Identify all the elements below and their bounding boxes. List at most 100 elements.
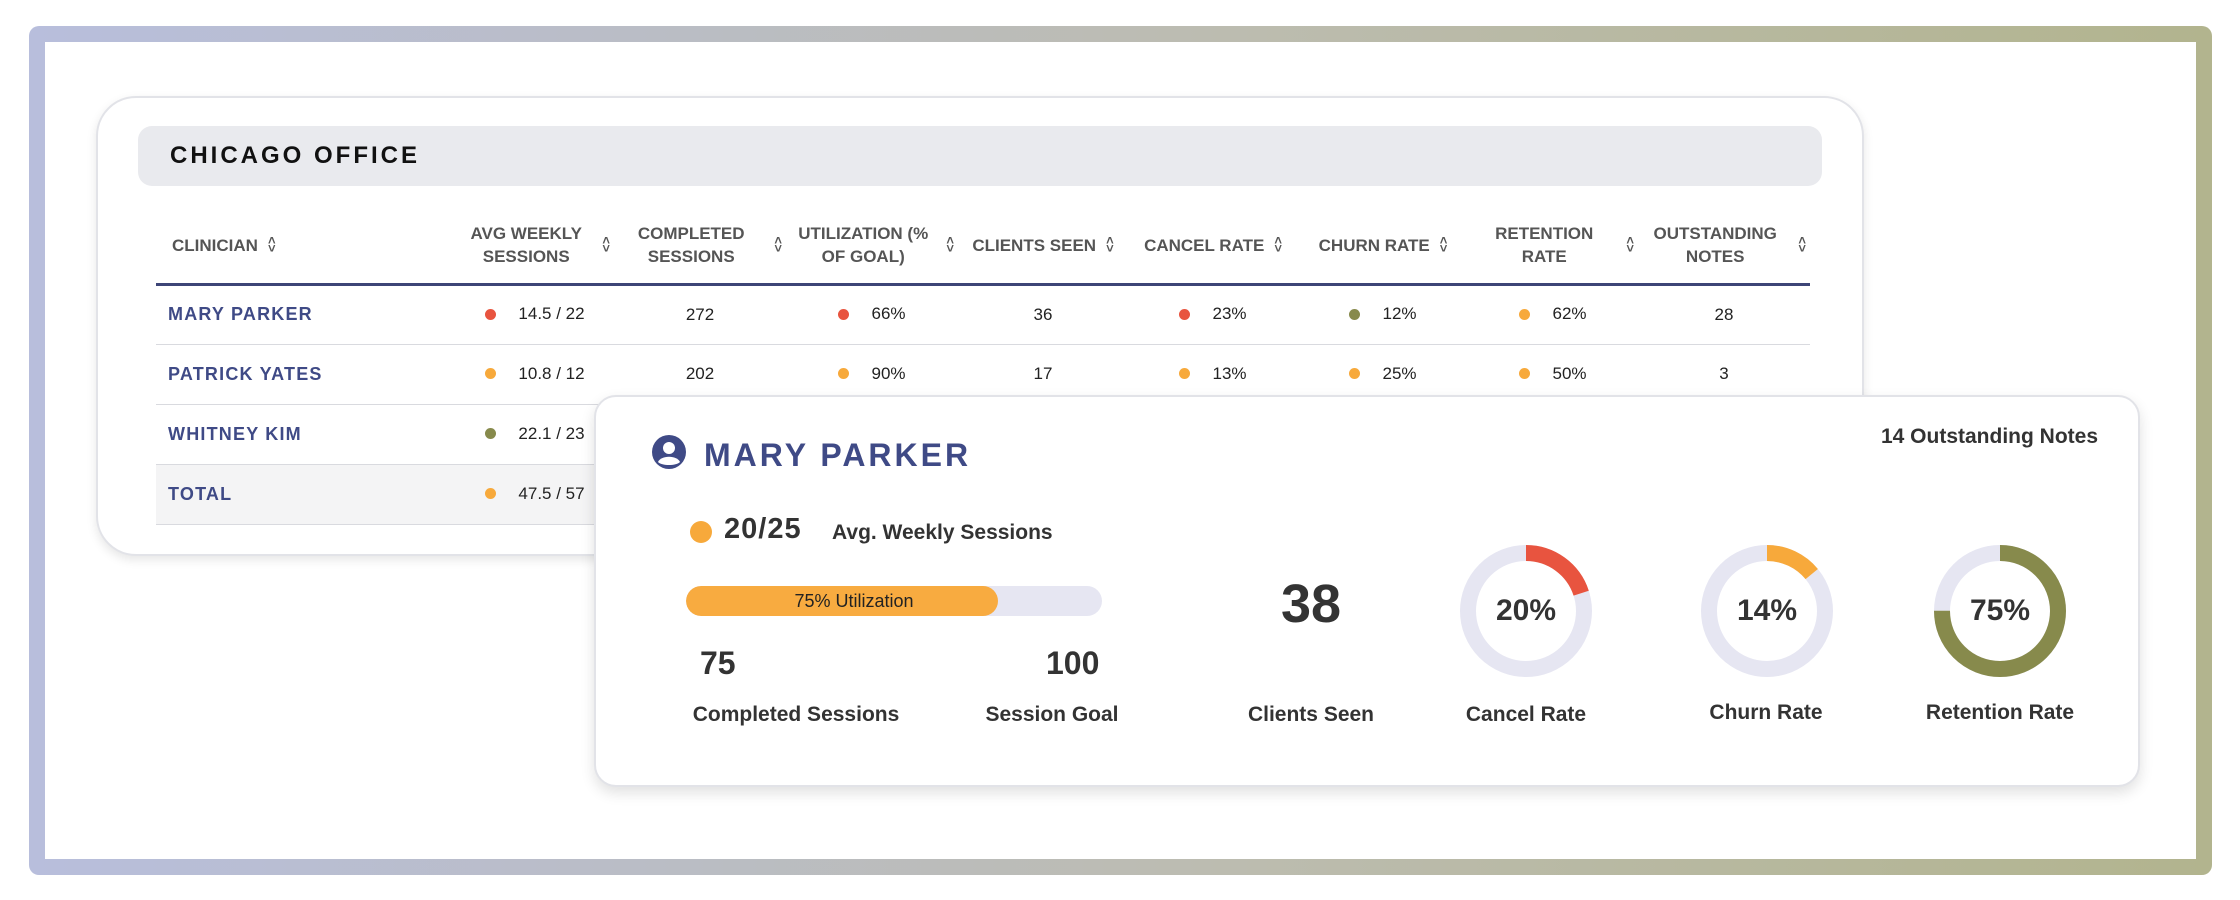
churn-value: 12%	[1382, 304, 1417, 324]
retention-value: 50%	[1552, 363, 1587, 383]
outstanding-notes-link[interactable]: 14 Outstanding Notes	[1880, 425, 2098, 448]
notes-cell: 28	[1638, 284, 1810, 345]
completed-sessions-label: Completed Sessions	[692, 703, 900, 726]
sort-icon[interactable]: ˄ ˅	[267, 233, 276, 257]
retention-rate-label: Retention Rate	[1925, 701, 2075, 724]
table-header-row: CLINICIAN ˄ ˅ AVG WEEKLY SESSIONS ˄ ˅ COMPLE…	[156, 208, 1810, 286]
clinician-name[interactable]: MARY PARKER	[156, 284, 456, 345]
column-header-clinician[interactable]: CLINICIAN ˄ ˅	[156, 208, 456, 286]
column-header-clients-seen[interactable]: CLIENTS SEEN ˄ ˅	[958, 208, 1128, 286]
user-circle-icon	[652, 435, 686, 469]
column-label: CLIENTS SEEN	[972, 235, 1097, 255]
avg-weekly-value: 14.5 / 22	[518, 304, 585, 324]
sort-icon[interactable]: ˄ ˅	[1798, 233, 1806, 257]
churn-cell: 25%	[1298, 344, 1468, 405]
clients-seen-label: Clients Seen	[1247, 703, 1375, 726]
office-header: CHICAGO OFFICE	[138, 126, 1822, 186]
status-dot	[1179, 368, 1191, 380]
table-row[interactable]: MARY PARKER 14.5 / 22 272 66% 36 23% 12%…	[156, 284, 1810, 345]
avg-weekly-cell: 14.5 / 22	[456, 284, 614, 345]
column-header-retention-rate[interactable]: RETENTION RATE ˄ ˅	[1468, 208, 1638, 286]
retention-value: 62%	[1552, 304, 1587, 324]
session-goal-label: Session Goal	[985, 703, 1119, 726]
utilization-label: 75% Utilization	[794, 591, 914, 611]
column-label: CANCEL RATE	[1144, 235, 1265, 255]
status-dot	[1349, 308, 1361, 320]
clinician-name-title: MARY PARKER	[704, 437, 972, 473]
utilization-progress-bar	[686, 586, 1102, 616]
column-header-cancel-rate[interactable]: CANCEL RATE ˄ ˅	[1128, 208, 1298, 286]
clients-cell: 36	[958, 284, 1128, 345]
sort-icon[interactable]: ˄ ˅	[1626, 233, 1634, 257]
cancel-cell: 23%	[1128, 284, 1298, 345]
sort-icon[interactable]: ˄ ˅	[946, 233, 954, 257]
retention-rate-value: 75%	[1969, 594, 2031, 627]
avg-weekly-cell: 10.8 / 12	[456, 344, 614, 405]
avg-weekly-value: 10.8 / 12	[518, 363, 585, 383]
column-label: CLINICIAN	[172, 235, 258, 255]
retention-cell: 62%	[1468, 284, 1638, 345]
column-header-outstanding-notes[interactable]: OUTSTANDING NOTES ˄ ˅	[1638, 208, 1810, 286]
cancel-value: 23%	[1212, 304, 1247, 324]
cancel-value: 13%	[1212, 363, 1247, 383]
retention-rate-donut	[1934, 545, 2066, 677]
clinician-name[interactable]: WHITNEY KIM	[156, 404, 456, 465]
churn-cell: 12%	[1298, 284, 1468, 345]
cancel-rate-label: Cancel Rate	[1465, 703, 1587, 726]
retention-cell: 50%	[1468, 344, 1638, 405]
clinician-detail-card: MARY PARKER 14 Outstanding Notes 20/25 A…	[594, 395, 2140, 787]
status-dot	[838, 308, 850, 320]
utilization-progress-fill	[686, 586, 998, 616]
status-dot	[1349, 368, 1361, 380]
column-label: RETENTION RATE	[1495, 224, 1594, 267]
cancel-rate-value: 20%	[1495, 594, 1557, 627]
churn-rate-donut	[1701, 545, 1833, 677]
clients-cell: 17	[958, 344, 1128, 405]
avg-weekly-sessions-label: Avg. Weekly Sessions	[832, 521, 1053, 544]
avg-weekly-cell: 22.1 / 23	[456, 404, 614, 465]
sort-icon[interactable]: ˄ ˅	[1274, 233, 1282, 257]
utilization-value: 90%	[871, 363, 906, 383]
status-dot	[1519, 308, 1531, 320]
office-title: CHICAGO OFFICE	[170, 142, 420, 169]
column-label: OUTSTANDING NOTES	[1653, 224, 1777, 267]
utilization-value: 66%	[871, 304, 906, 324]
sort-icon[interactable]: ˄ ˅	[1106, 233, 1114, 257]
status-dot	[690, 521, 712, 543]
cancel-rate-donut	[1460, 545, 1592, 677]
churn-rate-label: Churn Rate	[1709, 701, 1823, 724]
column-header-churn-rate[interactable]: CHURN RATE ˄ ˅	[1298, 208, 1468, 286]
churn-value: 25%	[1382, 363, 1417, 383]
total-label: TOTAL	[156, 464, 456, 525]
clients-seen-value: 38	[1280, 574, 1342, 634]
utilization-cell: 66%	[786, 284, 958, 345]
avg-weekly-value: 47.5 / 57	[518, 483, 585, 503]
donut-arc	[1701, 545, 1833, 677]
avg-weekly-sessions-value: 20/25	[724, 513, 802, 545]
sort-icon[interactable]: ˄ ˅	[774, 233, 782, 257]
notes-cell: 3	[1638, 344, 1810, 405]
donut-arc	[1460, 545, 1592, 677]
status-dot	[1519, 368, 1531, 380]
status-dot	[485, 368, 497, 380]
status-dot	[838, 368, 850, 380]
avg-weekly-cell: 47.5 / 57	[456, 464, 614, 525]
clinician-name[interactable]: PATRICK YATES	[156, 344, 456, 405]
completed-sessions-value: 75	[700, 645, 736, 681]
column-header-completed[interactable]: COMPLETED SESSIONS ˄ ˅	[614, 208, 786, 286]
sort-icon[interactable]: ˄ ˅	[1439, 233, 1448, 257]
completed-cell: 272	[614, 284, 786, 345]
status-dot	[1179, 308, 1191, 320]
donut-arc	[1934, 545, 2066, 677]
status-dot	[485, 428, 497, 440]
sort-icon[interactable]: ˄ ˅	[602, 233, 610, 257]
column-label: COMPLETED SESSIONS	[637, 224, 745, 267]
column-label: CHURN RATE	[1318, 235, 1430, 255]
cancel-cell: 13%	[1128, 344, 1298, 405]
avg-weekly-value: 22.1 / 23	[518, 423, 585, 443]
column-header-utilization[interactable]: UTILIZATION (% OF GOAL) ˄ ˅	[786, 208, 958, 286]
column-label: UTILIZATION (% OF GOAL)	[798, 224, 929, 267]
session-goal-value: 100	[1046, 645, 1100, 681]
churn-rate-value: 14%	[1736, 594, 1798, 627]
column-header-avg-weekly[interactable]: AVG WEEKLY SESSIONS ˄ ˅	[456, 208, 614, 286]
